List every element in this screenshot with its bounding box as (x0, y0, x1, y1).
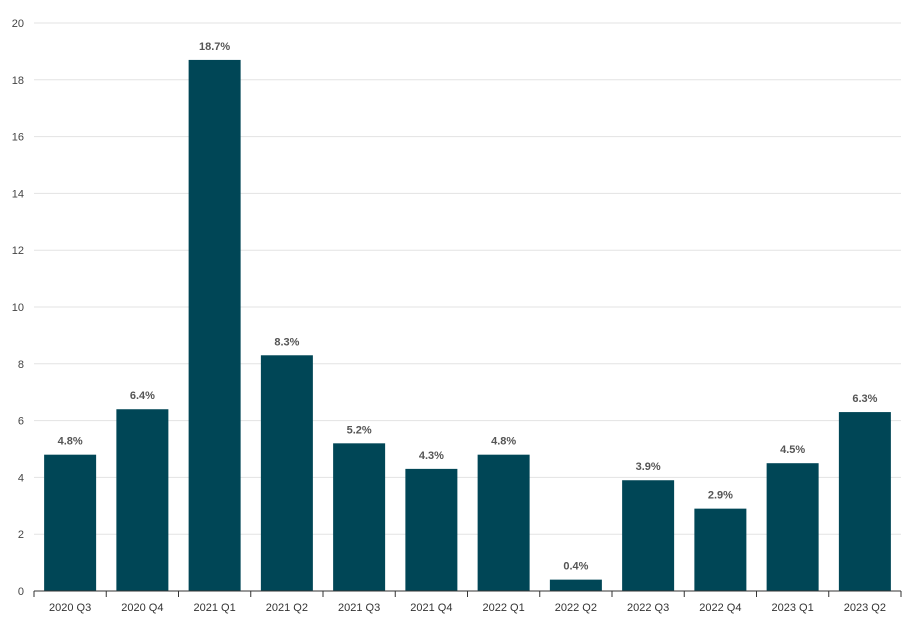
bar (694, 508, 747, 591)
bar (838, 412, 891, 591)
bar (622, 480, 675, 591)
bar (477, 454, 530, 591)
data-label: 18.7% (199, 41, 230, 53)
x-tick-label: 2020 Q4 (121, 602, 163, 614)
data-label: 4.8% (58, 436, 83, 448)
x-tick-label: 2021 Q3 (338, 602, 380, 614)
data-label: 4.3% (419, 450, 444, 462)
data-label: 8.3% (274, 336, 299, 348)
y-tick-label: 4 (18, 472, 24, 484)
x-tick-label: 2023 Q1 (772, 602, 814, 614)
data-label: 4.5% (780, 444, 805, 456)
data-label: 5.2% (347, 424, 372, 436)
data-label: 2.9% (708, 490, 733, 502)
bar (44, 454, 97, 591)
y-axis-tick-labels: 0 2 4 6 8 10 12 14 16 18 20 (12, 18, 24, 598)
x-tick-label: 2021 Q2 (266, 602, 308, 614)
bar (405, 468, 458, 591)
bar (260, 355, 313, 591)
y-tick-label: 8 (18, 359, 24, 371)
x-tick-label: 2020 Q3 (49, 602, 91, 614)
y-tick-label: 10 (12, 302, 24, 314)
gridlines (34, 22, 901, 535)
data-label: 0.4% (563, 561, 588, 573)
bar (188, 59, 241, 592)
bar (116, 409, 169, 591)
data-label: 3.9% (636, 461, 661, 473)
x-tick-label: 2021 Q4 (410, 602, 452, 614)
y-tick-label: 0 (18, 586, 24, 598)
x-tick-label: 2021 Q1 (194, 602, 236, 614)
data-label: 6.4% (130, 390, 155, 402)
bar (333, 443, 386, 591)
data-label: 4.8% (491, 436, 516, 448)
y-tick-label: 14 (12, 188, 24, 200)
data-label: 6.3% (852, 393, 877, 405)
x-tick-label: 2022 Q1 (483, 602, 525, 614)
y-tick-label: 6 (18, 416, 24, 428)
bars (44, 59, 891, 592)
x-tick-label: 2023 Q2 (844, 602, 886, 614)
bar (766, 463, 819, 591)
x-tick-label: 2022 Q4 (699, 602, 741, 614)
bar (549, 579, 602, 591)
data-labels: 4.8% 6.4% 18.7% 8.3% 5.2% 4.3% 4.8% 0.4% 3.9% 2.9… (58, 41, 878, 573)
y-tick-label: 18 (12, 75, 24, 87)
x-tick-label: 2022 Q3 (627, 602, 669, 614)
x-tick-label: 2022 Q2 (555, 602, 597, 614)
y-tick-label: 16 (12, 132, 24, 144)
y-tick-label: 12 (12, 245, 24, 257)
y-tick-label: 20 (12, 18, 24, 30)
y-tick-label: 2 (18, 529, 24, 541)
x-axis: 2020 Q3 2020 Q4 2021 Q1 2021 Q2 2021 Q3 2021 … (33, 590, 902, 614)
